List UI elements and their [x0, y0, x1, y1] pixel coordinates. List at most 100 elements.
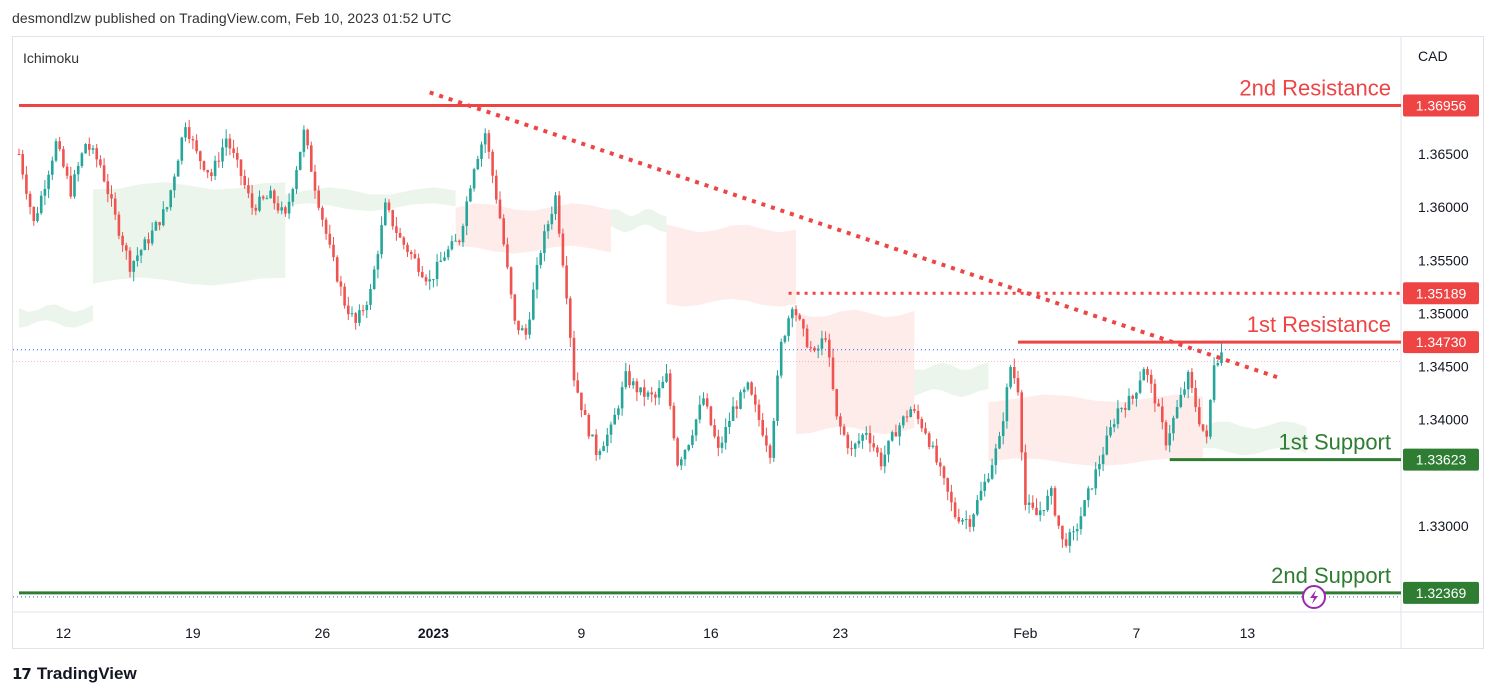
candle-body: [583, 410, 587, 415]
candle-body: [1131, 395, 1134, 399]
price-tag: [1403, 448, 1479, 471]
candle-body: [1124, 408, 1127, 410]
candle-body: [47, 174, 50, 189]
candle-body: [1186, 371, 1190, 390]
candle-body: [1090, 488, 1094, 490]
candle-body: [705, 398, 709, 407]
candle-body: [865, 432, 868, 435]
chart-panel[interactable]: 2nd Resistance 1.36956 1.35189 1st Resistan…: [12, 36, 1484, 649]
candle-body: [691, 435, 694, 445]
candle-body: [1105, 435, 1109, 455]
candle-body: [1161, 406, 1164, 423]
candle-body: [273, 190, 276, 204]
candle-body: [1061, 525, 1064, 540]
publish-info: desmondlzw published on TradingView.com,…: [12, 10, 452, 26]
candle-body: [110, 194, 113, 199]
candle-body: [321, 207, 324, 220]
candle-body: [824, 338, 827, 340]
candle-body: [495, 175, 498, 200]
candle-body: [1142, 369, 1146, 381]
ichimoku-cloud-segment: [666, 224, 796, 307]
candle-body: [1194, 387, 1197, 408]
candle-body: [957, 517, 961, 522]
candle-body: [694, 419, 698, 436]
candle-body: [532, 289, 535, 320]
candle-body: [102, 165, 106, 182]
candle-body: [88, 144, 91, 150]
candle-body: [280, 207, 283, 211]
candle-body: [43, 188, 47, 196]
candle-body: [742, 389, 746, 393]
y-tick-label: 1.35500: [1418, 252, 1469, 268]
candle-body: [1146, 369, 1149, 375]
candle-body: [1035, 507, 1038, 516]
candle-body: [472, 169, 476, 189]
candle-body: [191, 139, 195, 141]
candle-body: [972, 514, 975, 527]
candle-body: [539, 253, 542, 265]
candle-body: [554, 195, 557, 214]
candle-body: [1068, 532, 1072, 546]
candle-body: [165, 207, 169, 210]
candle-body: [372, 269, 376, 290]
candle-body: [95, 148, 98, 160]
candle-body: [258, 196, 261, 211]
candle-body: [628, 371, 631, 386]
candle-body: [846, 434, 850, 449]
candle-body: [735, 406, 739, 409]
price-chart[interactable]: 2nd Resistance 1.36956 1.35189 1st Resistan…: [13, 37, 1483, 648]
candle-body: [672, 405, 676, 439]
candle-body: [761, 419, 764, 436]
candle-body: [853, 443, 857, 449]
candle-body: [176, 160, 180, 177]
candle-body: [768, 445, 772, 458]
candle-body: [1020, 392, 1023, 453]
currency-label: CAD: [1418, 48, 1448, 64]
candle-body: [927, 433, 931, 447]
candle-body: [913, 409, 916, 411]
candle-body: [328, 233, 332, 245]
candle-body: [136, 255, 139, 262]
candle-body: [36, 213, 39, 222]
candle-body: [454, 240, 457, 242]
candle-body: [998, 436, 1001, 449]
candle-body: [894, 432, 898, 437]
candle-body: [1075, 529, 1079, 532]
level-label: 1st Support: [1278, 430, 1391, 455]
candle-body: [839, 416, 842, 427]
candle-body: [580, 392, 583, 411]
price-tag-label: 1.33623: [1416, 452, 1467, 468]
candle-body: [1057, 515, 1060, 526]
candle-body: [1005, 387, 1009, 422]
candle-body: [946, 478, 949, 492]
candle-body: [513, 294, 517, 321]
candle-body: [398, 232, 402, 238]
candle-body: [1175, 406, 1179, 418]
candle-body: [21, 154, 24, 175]
candle-body: [1101, 454, 1105, 465]
candle-body: [779, 341, 783, 376]
candle-body: [287, 201, 291, 214]
candle-body: [1168, 433, 1171, 446]
candle-body: [1172, 417, 1175, 434]
candle-body: [1220, 352, 1223, 364]
x-tick-label: 23: [833, 625, 849, 641]
candle-body: [150, 230, 154, 244]
candle-body: [432, 279, 435, 281]
candle-body: [643, 387, 646, 397]
candle-body: [343, 286, 346, 306]
candle-body: [850, 448, 853, 450]
candle-body: [1112, 424, 1116, 428]
candle-body: [816, 348, 820, 351]
candle-body: [987, 478, 990, 482]
y-tick-label: 1.36000: [1418, 199, 1469, 215]
candle-body: [520, 328, 524, 331]
candle-body: [606, 434, 609, 447]
candle-body: [1072, 531, 1075, 533]
candle-body: [976, 499, 979, 515]
y-tick-label: 1.33000: [1418, 518, 1469, 534]
candle-body: [269, 190, 272, 199]
candle-body: [876, 447, 879, 453]
tradingview-logo[interactable]: 17 TradingView: [12, 664, 137, 684]
candle-body: [557, 195, 561, 234]
